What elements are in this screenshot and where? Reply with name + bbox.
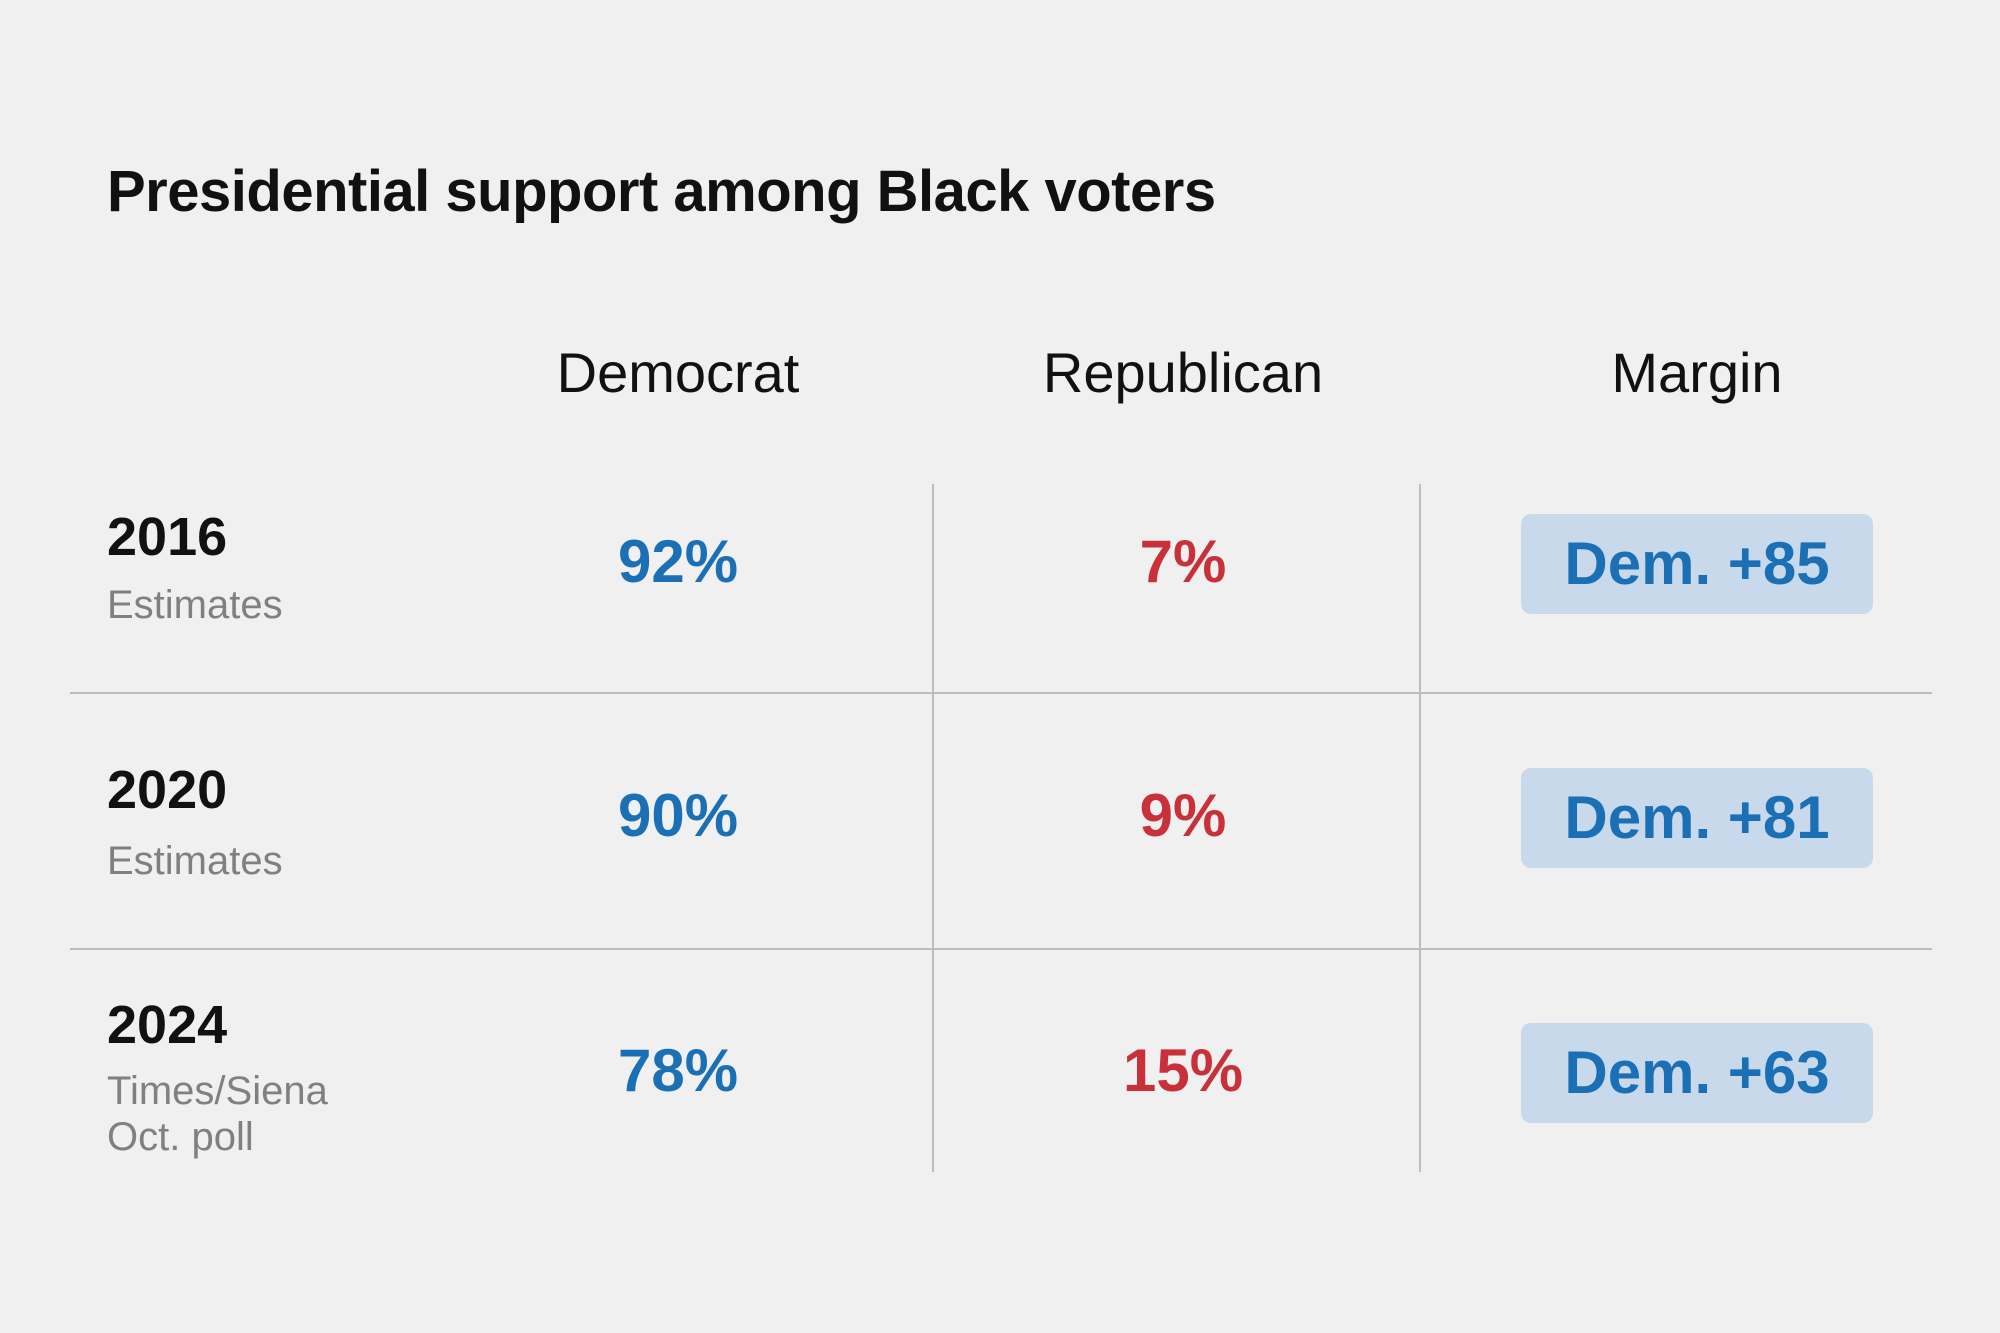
- row-divider: [70, 948, 1932, 950]
- row-year-2020: 2020: [107, 760, 228, 820]
- column-header-margin: Margin: [1611, 341, 1783, 404]
- column-divider: [1419, 484, 1421, 1172]
- row-year-2016: 2016: [107, 507, 228, 567]
- row-divider: [70, 692, 1932, 694]
- republican-value-2016: 7%: [1139, 528, 1227, 595]
- republican-value-2024: 15%: [1122, 1037, 1244, 1104]
- row-source-2020: Estimates: [107, 839, 283, 883]
- row-source-2024: Times/Siena Oct. poll: [107, 1069, 328, 1159]
- margin-badge-2020: Dem. +81: [1521, 768, 1873, 868]
- row-year-2024: 2024: [107, 995, 228, 1055]
- row-source-2016: Estimates: [107, 583, 283, 627]
- column-header-republican: Republican: [1042, 341, 1324, 404]
- democrat-value-2016: 92%: [617, 528, 739, 595]
- democrat-value-2024: 78%: [617, 1037, 739, 1104]
- democrat-value-2020: 90%: [617, 782, 739, 849]
- margin-badge-2016: Dem. +85: [1521, 514, 1873, 614]
- column-divider: [932, 484, 934, 1172]
- column-header-democrat: Democrat: [556, 341, 800, 404]
- margin-badge-2024: Dem. +63: [1521, 1023, 1873, 1123]
- chart-title: Presidential support among Black voters: [107, 159, 1216, 224]
- republican-value-2020: 9%: [1139, 782, 1227, 849]
